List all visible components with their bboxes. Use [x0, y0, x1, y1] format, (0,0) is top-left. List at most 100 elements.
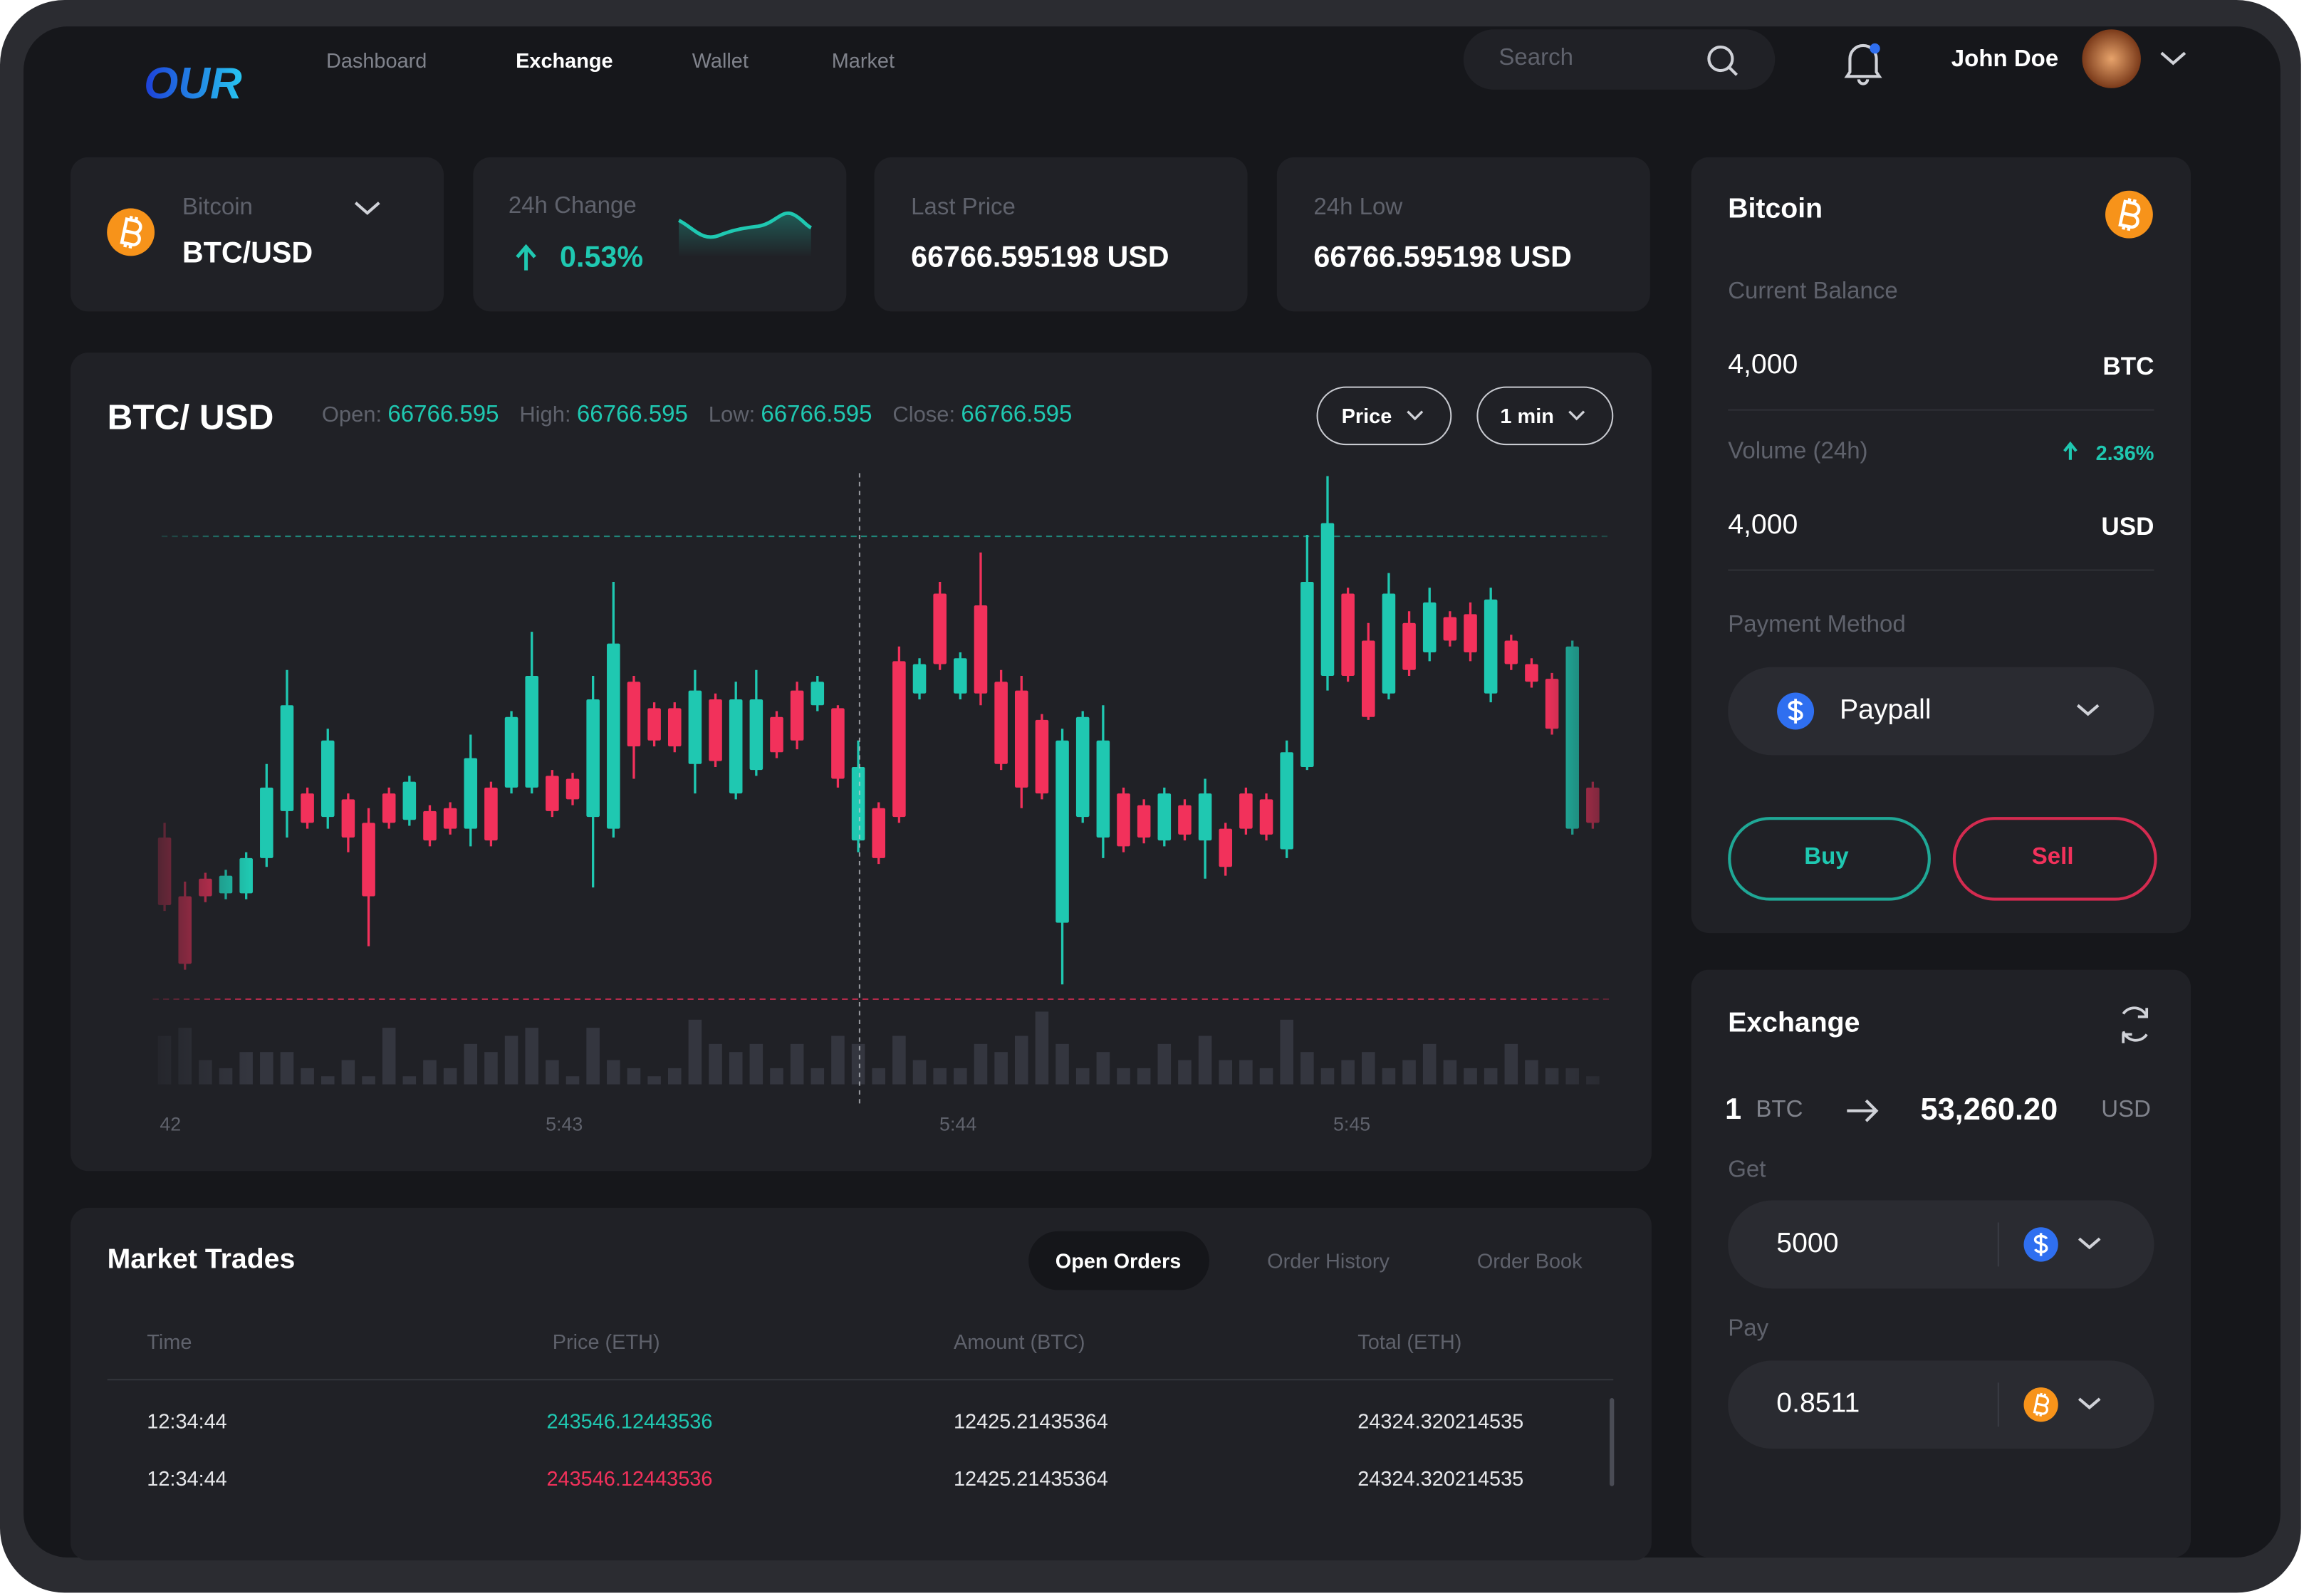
sparkline [677, 211, 813, 239]
volume-bar [1075, 1068, 1090, 1085]
volume-bar [1300, 1052, 1314, 1085]
ohlc-value: 66766.595 [576, 402, 688, 428]
chevron[interactable] [2076, 704, 2100, 716]
buy-label[interactable]: Buy [1804, 845, 1849, 870]
search-box[interactable] [1463, 29, 1776, 90]
table-cell: 243546.12443536 [546, 1409, 713, 1433]
volume-bar [607, 1060, 620, 1085]
ohlc-label: Open: [321, 402, 382, 428]
candle-body [1157, 793, 1172, 841]
volume-bar [1035, 1011, 1049, 1085]
nav-link[interactable]: Market [831, 48, 895, 73]
get-input[interactable] [1728, 1200, 2154, 1289]
field-label: Current Balance [1728, 278, 1898, 305]
candle-body [872, 808, 886, 858]
volume-bar [280, 1052, 294, 1085]
candle-body [301, 793, 314, 823]
candle-body [1484, 599, 1498, 694]
volume-bar [790, 1043, 804, 1085]
balance: 4,000 [1728, 350, 1798, 381]
volume-bar [341, 1060, 355, 1085]
usd-icon [2022, 1226, 2060, 1263]
chevron[interactable] [2078, 1237, 2101, 1250]
candle-body [1259, 799, 1273, 835]
chevron[interactable] [2078, 1397, 2101, 1410]
candle-body [402, 781, 417, 820]
volume-bar [504, 1036, 518, 1085]
volume-bar [1055, 1043, 1069, 1085]
volume-bar [1157, 1043, 1172, 1085]
volume-bar [1014, 1036, 1028, 1085]
to-amount: 53,260.20 [1920, 1092, 2058, 1127]
column-header: Price (ETH) [552, 1330, 660, 1354]
get-value[interactable]: 5000 [1776, 1228, 1839, 1260]
table-cell: 24324.320214535 [1357, 1409, 1524, 1433]
candle-body [667, 708, 682, 747]
column-header: Total (ETH) [1357, 1330, 1462, 1354]
button-label[interactable]: 1 min [1500, 404, 1554, 428]
candle-body [525, 676, 539, 788]
nav-link[interactable]: Dashboard [326, 48, 427, 73]
payment-method[interactable]: Paypall [1840, 694, 1932, 726]
field-label: Pay [1728, 1316, 1769, 1342]
volume-bar [1464, 1068, 1477, 1085]
volume-bar [892, 1036, 906, 1085]
bell-icon[interactable] [1844, 43, 1882, 85]
volume-bar [260, 1052, 273, 1085]
ohlc-value: 66766.595 [387, 402, 499, 428]
logo[interactable]: OUR [144, 59, 242, 108]
candle-body [749, 699, 763, 771]
ticker-value: 0.53% [560, 241, 644, 274]
volume-bar [362, 1076, 375, 1085]
interval-button[interactable] [1476, 386, 1614, 446]
sell-label[interactable]: Sell [2031, 845, 2074, 870]
candle-body [1035, 719, 1049, 794]
tab[interactable]: Open Orders [1055, 1248, 1182, 1273]
chevron[interactable] [354, 202, 380, 215]
pay-value[interactable]: 0.8511 [1776, 1388, 1860, 1419]
volume-bar [1341, 1060, 1355, 1085]
table-cell: 12425.21435364 [953, 1409, 1108, 1433]
volume-bar [851, 1043, 865, 1085]
sell-button[interactable] [1952, 817, 2157, 901]
candle-body [1075, 716, 1090, 818]
button-label[interactable]: Price [1341, 404, 1392, 428]
volume-bar [954, 1068, 967, 1085]
volume-bar [770, 1068, 783, 1085]
candle-body [1361, 640, 1375, 717]
pay-input[interactable] [1728, 1360, 2154, 1449]
volume-bar [382, 1028, 396, 1085]
user-name[interactable]: John Doe [1951, 47, 2059, 73]
tab[interactable]: Order Book [1476, 1248, 1583, 1273]
usd-icon [1776, 691, 1815, 731]
candle-body [464, 758, 478, 829]
refresh-icon[interactable] [2122, 1006, 2149, 1043]
candle-body [1178, 805, 1192, 835]
volume-bar [831, 1036, 845, 1085]
search-placeholder[interactable]: Search [1498, 45, 1573, 71]
x-tick-label: 5:44 [939, 1113, 976, 1135]
volume-bar [709, 1043, 722, 1085]
avatar[interactable] [2082, 29, 2141, 88]
volume-bar [1259, 1068, 1273, 1085]
volume-bar [1280, 1019, 1293, 1085]
search-icon[interactable] [1707, 45, 1734, 73]
candle-body [892, 661, 906, 818]
ticker-value: BTC/USD [182, 237, 313, 270]
nav-link[interactable]: Wallet [692, 48, 749, 73]
candle-body [688, 690, 702, 764]
candle-body [1443, 617, 1457, 641]
trades-panel [71, 1207, 1652, 1561]
volume-bar [1096, 1052, 1110, 1085]
tab[interactable]: Order History [1267, 1248, 1390, 1273]
buy-button[interactable] [1728, 817, 1931, 901]
candle-body [1525, 664, 1538, 682]
ticker-label: 24h Low [1313, 195, 1403, 221]
active-tab[interactable] [1028, 1231, 1209, 1290]
volume-bar [974, 1043, 988, 1085]
chevron[interactable] [2160, 51, 2186, 66]
price-button[interactable] [1316, 386, 1452, 446]
candle-body [1402, 622, 1416, 670]
nav-link[interactable]: Exchange [516, 48, 613, 73]
volume-bar [1422, 1043, 1437, 1085]
